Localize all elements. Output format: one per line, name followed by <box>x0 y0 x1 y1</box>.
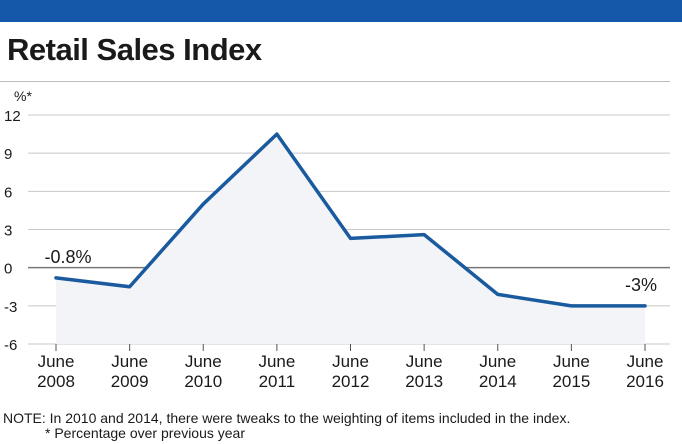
y-tick-label: -3 <box>4 299 17 316</box>
y-tick-label: 12 <box>4 108 21 125</box>
data-point <box>128 285 132 289</box>
x-tick-label-month: June <box>258 352 295 371</box>
x-tick-label-year: 2009 <box>111 372 149 391</box>
x-tick-label-month: June <box>38 352 75 371</box>
data-point <box>349 236 352 240</box>
y-tick-label: 0 <box>4 261 12 278</box>
y-tick-label: -6 <box>4 337 17 354</box>
data-point <box>496 292 500 296</box>
x-tick-label-month: June <box>627 352 664 371</box>
x-tick-label-month: June <box>111 352 148 371</box>
x-tick-label-month: June <box>479 352 516 371</box>
top-accent-bar <box>0 0 682 22</box>
x-tick-label-year: 2010 <box>184 372 222 391</box>
y-tick-label: 9 <box>4 146 12 163</box>
chart-title: Retail Sales Index <box>7 32 262 67</box>
x-tick-label-year: 2016 <box>626 372 664 391</box>
x-tick-label-year: 2011 <box>259 372 296 391</box>
data-label: -0.8% <box>44 247 91 267</box>
y-tick-label: 3 <box>4 223 12 240</box>
data-point <box>275 132 279 136</box>
x-tick-label-month: June <box>332 352 369 371</box>
y-axis-unit-label: %* <box>14 88 32 104</box>
data-point <box>643 304 647 308</box>
x-tick-label-month: June <box>185 352 222 371</box>
x-tick-labels: June2008June2009June2010June2011June2012… <box>37 344 664 391</box>
chart-note: NOTE: In 2010 and 2014, there were tweak… <box>3 410 571 426</box>
x-tick-label-year: 2015 <box>552 372 590 391</box>
x-tick-label-year: 2012 <box>332 372 370 391</box>
data-point <box>569 304 573 308</box>
series-line-layer <box>54 132 647 308</box>
y-tick-labels: 12 9 6 3 0 -3 -6 <box>4 108 21 354</box>
data-annotations: -0.8% -3% <box>44 247 657 295</box>
x-tick-label-month: June <box>406 352 443 371</box>
x-tick-label-year: 2014 <box>479 372 517 391</box>
x-tick-label-month: June <box>553 352 590 371</box>
data-point <box>54 276 58 280</box>
x-tick-label-year: 2008 <box>37 372 75 391</box>
data-label: -3% <box>625 275 657 295</box>
title-divider <box>0 81 670 82</box>
chart-footnote: * Percentage over previous year <box>45 425 245 441</box>
data-point <box>201 202 205 206</box>
y-tick-label: 6 <box>4 184 12 201</box>
data-point <box>422 233 426 237</box>
x-tick-label-year: 2013 <box>405 372 443 391</box>
